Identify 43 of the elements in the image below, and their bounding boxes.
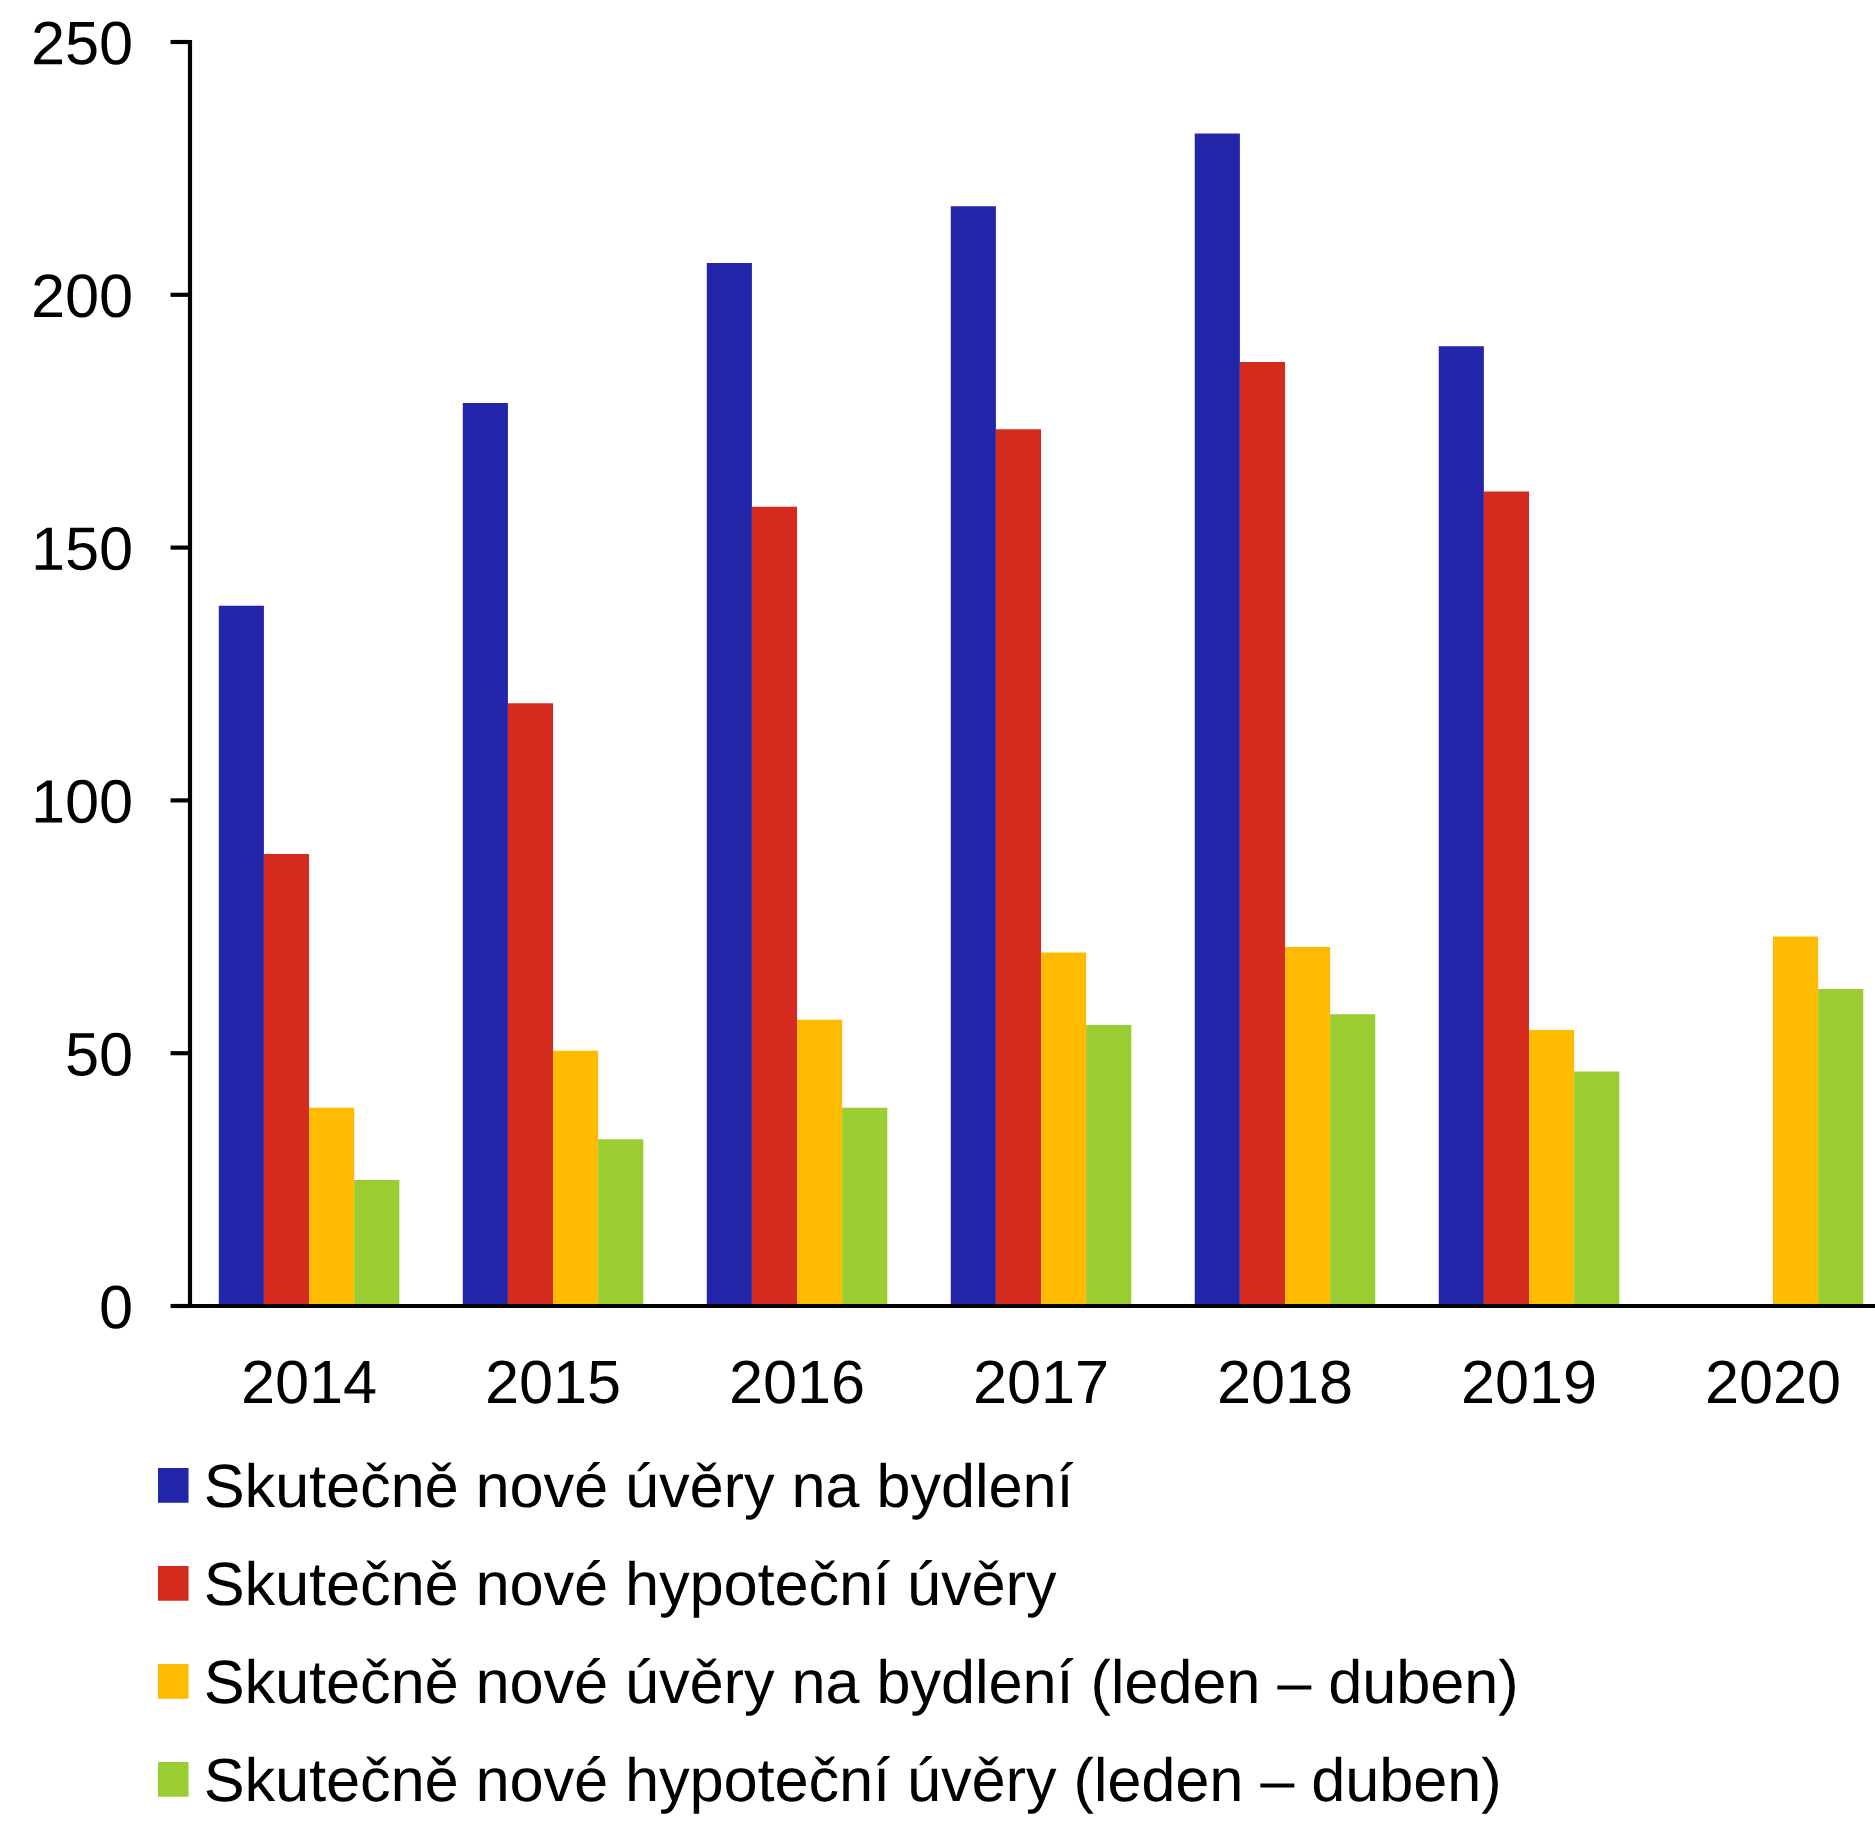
x-tick-label: 2017: [976, 1360, 1106, 1404]
bar: [1438, 346, 1484, 1306]
legend-label: Skutečně nové úvěry na bydlení (leden – duben): [206, 1658, 1515, 1716]
bar: [706, 262, 752, 1306]
bar: [1773, 936, 1819, 1306]
bar: [995, 429, 1042, 1306]
bar: [751, 506, 798, 1306]
y-tick-label: 250: [34, 21, 131, 65]
x-tick-label: 2020: [1708, 1360, 1839, 1404]
x-tick-label: 2015: [488, 1360, 619, 1404]
bar: [1818, 988, 1864, 1306]
bar: [1285, 947, 1331, 1306]
bar: [507, 703, 554, 1306]
y-tick-label: 200: [34, 274, 131, 318]
bar: [553, 1050, 599, 1306]
bar: [842, 1107, 888, 1306]
bar: [950, 206, 996, 1306]
bar: [263, 853, 310, 1306]
bar: [309, 1107, 355, 1306]
bar: [1483, 491, 1530, 1306]
bar: [218, 605, 264, 1306]
y-tick-label: 150: [35, 527, 131, 571]
bar: [1529, 1029, 1575, 1306]
bar: [598, 1139, 644, 1306]
legend-label: Skutečně nové hypoteční úvěry: [206, 1560, 1057, 1618]
legend-label: Skutečně nové úvěry na bydlení: [206, 1462, 1074, 1520]
bar: [462, 403, 508, 1306]
bar: [1239, 362, 1286, 1306]
x-tick-label: 2016: [732, 1360, 863, 1404]
bar: [1041, 952, 1087, 1306]
bar: [1330, 1014, 1376, 1306]
bar: [797, 1019, 843, 1306]
bar: [1086, 1024, 1132, 1306]
y-tick-label: 0: [101, 1285, 131, 1329]
y-tick-label: 50: [67, 1032, 131, 1076]
y-tick-label: 100: [35, 779, 131, 824]
x-tick-label: 2019: [1464, 1360, 1595, 1404]
bar: [1194, 133, 1240, 1306]
x-tick-label: 2014: [244, 1360, 376, 1404]
legend-label: Skutečně nové hypoteční úvěry (leden – duben): [206, 1756, 1498, 1814]
bar: [354, 1180, 400, 1306]
bar: [1574, 1071, 1620, 1306]
x-tick-label: 2018: [1220, 1360, 1351, 1404]
